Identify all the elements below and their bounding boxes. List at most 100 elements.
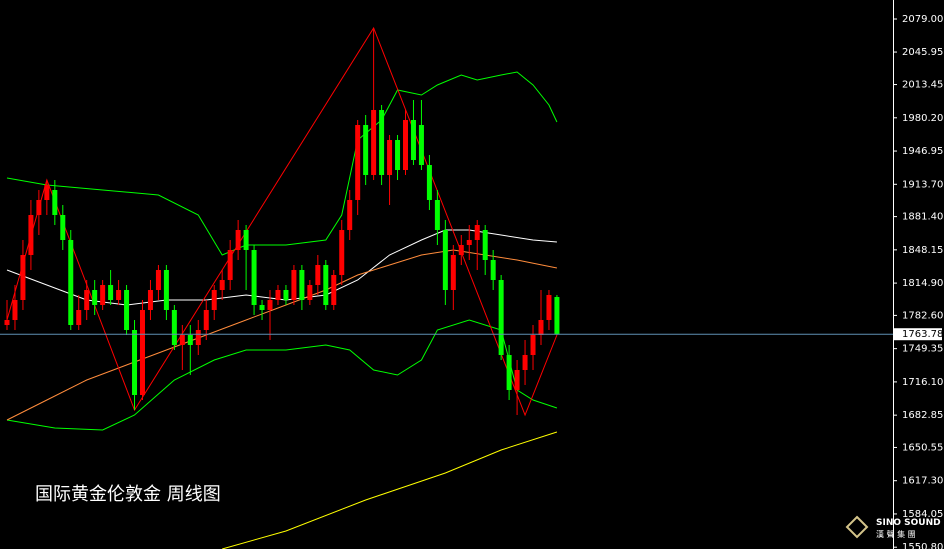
- candle-body: [514, 370, 520, 390]
- y-tick-label: 1881.40: [902, 212, 943, 223]
- candle-body: [155, 270, 161, 290]
- last-price-box: [894, 328, 942, 341]
- candle-body: [116, 290, 122, 300]
- candle-body: [418, 125, 424, 165]
- candle-body: [60, 215, 66, 240]
- candle-body: [84, 290, 90, 310]
- chart-title: 国际黄金伦敦金 周线图: [35, 484, 221, 505]
- candle-body: [315, 265, 321, 285]
- candle-body: [283, 290, 289, 300]
- candle-body: [44, 185, 50, 200]
- candle-body: [434, 200, 440, 230]
- y-tick-label: 1584.05: [902, 509, 943, 520]
- candle-body: [395, 140, 401, 170]
- y-tick-label: 1913.70: [902, 179, 943, 190]
- candle-body: [195, 330, 201, 345]
- candle-body: [506, 355, 512, 390]
- candle-body: [363, 125, 369, 175]
- candle-body: [243, 230, 249, 250]
- y-tick-label: 1550.80: [902, 542, 943, 549]
- candle-body: [546, 295, 552, 320]
- candle-body: [331, 275, 337, 305]
- candle-body: [339, 230, 345, 275]
- y-tick-label: 2013.45: [902, 80, 943, 91]
- candle-body: [379, 110, 385, 175]
- logo-icon: [845, 515, 869, 539]
- candle-body: [259, 305, 265, 310]
- y-tick-label: 1946.95: [902, 146, 943, 157]
- logo-subtext: 漢 聲 集 團: [876, 529, 916, 539]
- logo: SINO SOUND 漢 聲 集 團: [845, 515, 941, 539]
- candle-body: [147, 290, 153, 310]
- candle-body: [251, 250, 257, 305]
- candle-body: [108, 285, 114, 300]
- indicator-line: [222, 431, 558, 549]
- candle-body: [139, 310, 145, 395]
- candle-body: [4, 320, 10, 325]
- candle-body: [307, 285, 313, 300]
- candle-body: [100, 285, 106, 305]
- candle-body: [219, 280, 225, 290]
- y-tick-label: 1650.55: [902, 442, 943, 453]
- candle-body: [466, 240, 472, 245]
- candle-body: [450, 255, 456, 290]
- candle-body: [482, 230, 488, 260]
- y-tick-label: 2045.95: [902, 47, 943, 58]
- candle-body: [68, 240, 74, 325]
- candle-body: [76, 310, 82, 325]
- candle-body: [36, 200, 42, 215]
- candle-body: [275, 290, 281, 300]
- y-tick-label: 1682.85: [902, 410, 943, 421]
- indicator-line: [6, 71, 558, 256]
- candle-body: [299, 270, 305, 300]
- candle-body: [163, 270, 169, 310]
- candle-body: [92, 290, 98, 305]
- candle-body: [227, 250, 233, 280]
- y-tick-label: 1617.30: [902, 476, 943, 487]
- candle-body: [347, 200, 353, 230]
- candle-body: [291, 270, 297, 300]
- candle-body: [28, 215, 34, 255]
- candle-body: [474, 225, 480, 240]
- candle-body: [132, 330, 138, 395]
- candle-body: [410, 120, 416, 160]
- candle-body: [52, 190, 58, 215]
- candle-body: [530, 335, 536, 355]
- candle-body: [203, 310, 209, 330]
- candle-body: [498, 280, 504, 355]
- candle-body: [554, 297, 560, 335]
- candle-body: [387, 140, 393, 175]
- candle-body: [442, 230, 448, 290]
- candle-body: [371, 110, 377, 175]
- candle-body: [522, 355, 528, 370]
- candle-body: [235, 230, 241, 250]
- candle-body: [538, 320, 544, 335]
- y-tick-label: 2079.00: [902, 14, 943, 25]
- candle-body: [179, 335, 185, 345]
- candle-body: [323, 265, 329, 305]
- last-price-label: 1763.78: [902, 329, 943, 340]
- candle-body: [426, 165, 432, 200]
- candle-body: [12, 300, 18, 320]
- candle-body: [458, 245, 464, 255]
- y-tick-label: 1980.20: [902, 113, 943, 124]
- candle-body: [171, 310, 177, 345]
- candle-body: [490, 260, 496, 280]
- candle-body: [20, 255, 26, 300]
- candles: [4, 28, 560, 415]
- candle-body: [187, 335, 193, 345]
- candle-body: [403, 120, 408, 170]
- candle-body: [211, 290, 217, 310]
- candle-body: [355, 125, 361, 200]
- y-tick-label: 1814.90: [902, 278, 943, 289]
- y-tick-label: 1782.60: [902, 310, 943, 321]
- logo-text: SINO SOUND: [876, 518, 941, 528]
- y-tick-label: 1716.10: [902, 377, 943, 388]
- y-tick-label: 1848.15: [902, 245, 943, 256]
- candle-body: [124, 290, 130, 330]
- candle-body: [267, 300, 273, 310]
- y-tick-label: 1749.35: [902, 344, 943, 355]
